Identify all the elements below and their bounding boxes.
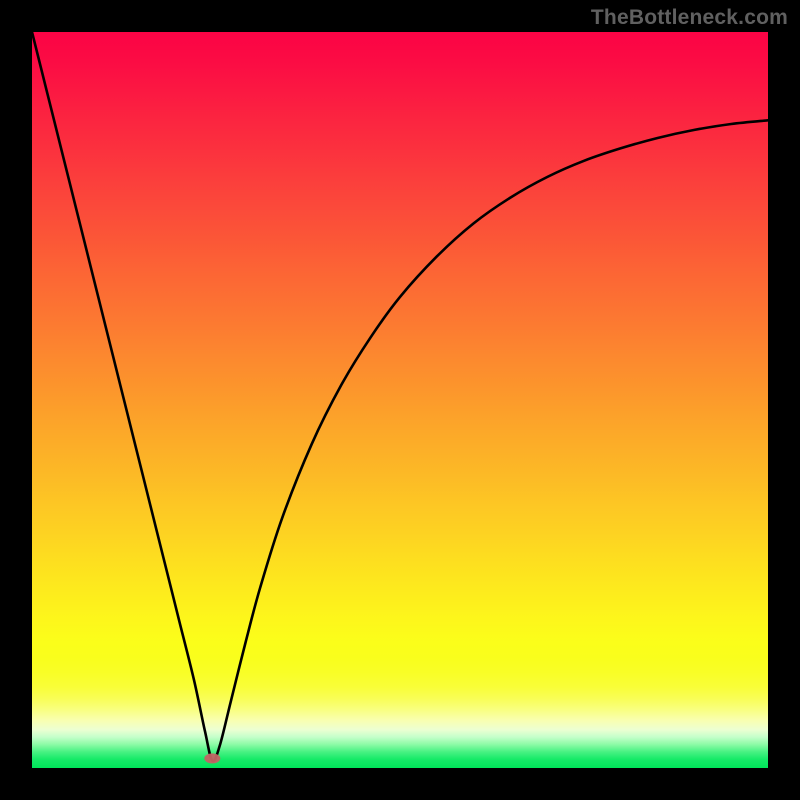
minimum-marker [204, 753, 220, 763]
attribution-text: TheBottleneck.com [591, 6, 788, 30]
bottleneck-curve-chart [32, 32, 768, 768]
gradient-background [32, 32, 768, 768]
chart-frame: TheBottleneck.com [0, 0, 800, 800]
plot-area [32, 32, 768, 768]
